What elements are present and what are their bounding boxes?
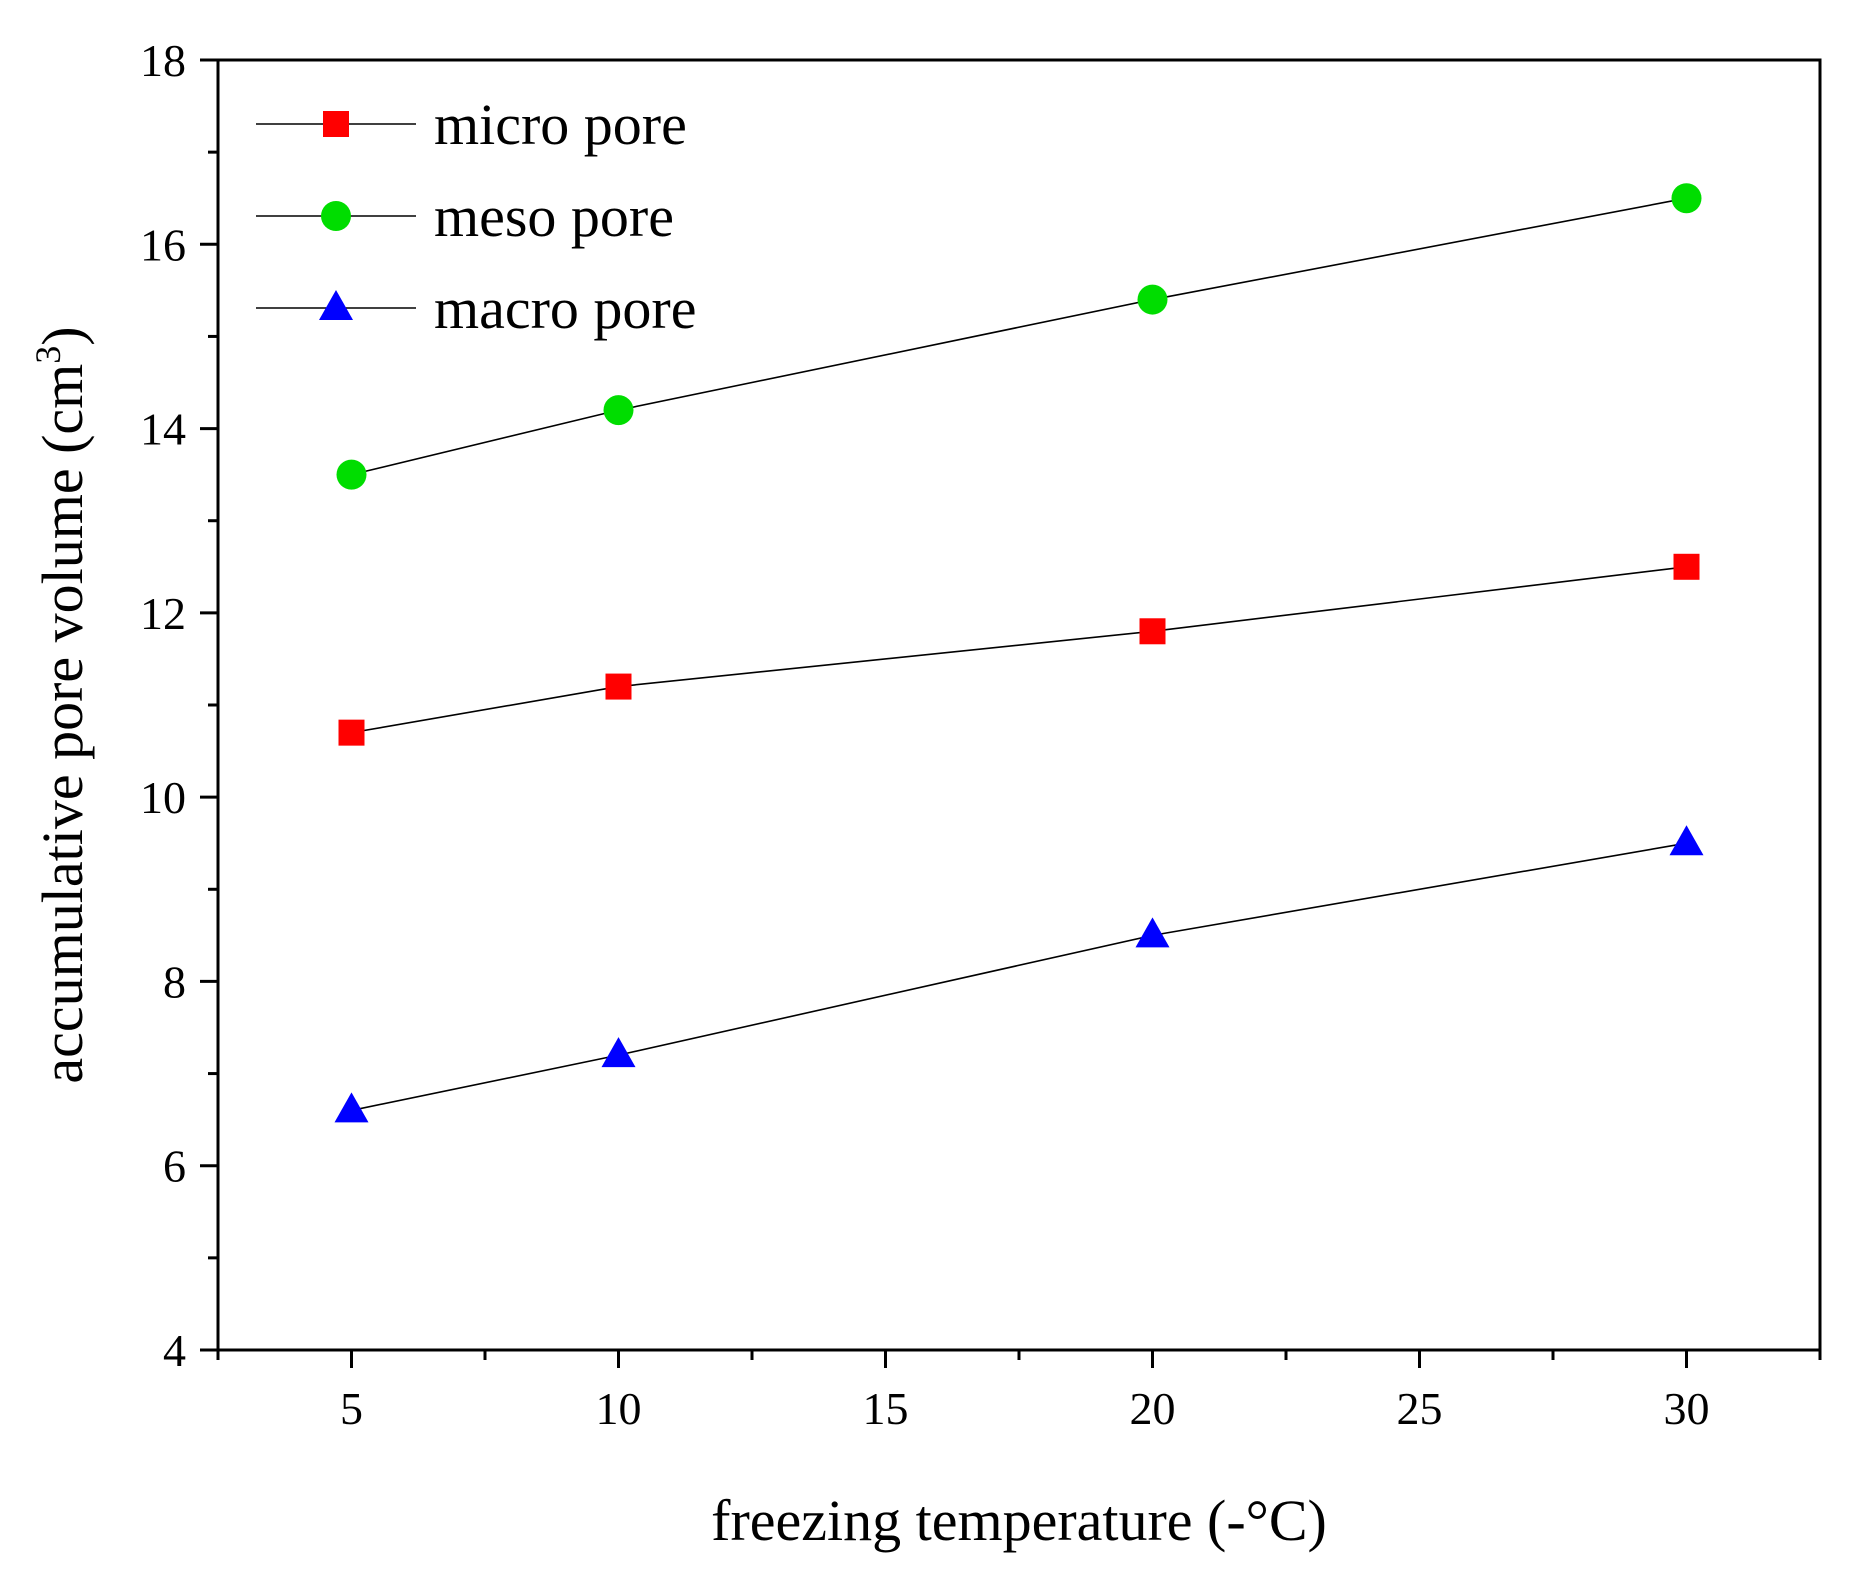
x-axis-title: freezing temperature (-°C) xyxy=(711,1488,1327,1553)
series-line-macro-pore xyxy=(351,842,1687,1112)
y-axis-title-close: ) xyxy=(30,326,95,345)
y-axis-title: accumulative pore volume (cm3) xyxy=(28,326,95,1083)
x-tick-label: 30 xyxy=(1664,1383,1710,1434)
point-micro-pore xyxy=(1673,553,1700,580)
series-line-meso-pore xyxy=(351,197,1687,476)
point-meso-pore xyxy=(1137,284,1168,315)
y-tick-label: 14 xyxy=(140,404,186,455)
legend-marker-meso-pore xyxy=(321,201,351,231)
y-tick-label: 12 xyxy=(140,588,186,639)
x-tick-label: 20 xyxy=(1130,1383,1176,1434)
y-tick-label: 16 xyxy=(140,219,186,270)
y-tick-label: 18 xyxy=(140,35,186,86)
legend-label-micro-pore: micro pore xyxy=(434,92,687,157)
legend-label-meso-pore: meso pore xyxy=(434,184,674,249)
x-tick-label: 25 xyxy=(1397,1383,1443,1434)
point-macro-pore xyxy=(334,1092,369,1123)
series-lines xyxy=(351,197,1687,1112)
x-tick-label: 5 xyxy=(340,1383,363,1434)
point-micro-pore xyxy=(1139,618,1166,645)
x-tick-label: 15 xyxy=(863,1383,909,1434)
point-meso-pore xyxy=(603,395,634,426)
legend: micro pore meso pore macro pore xyxy=(256,92,696,341)
point-micro-pore xyxy=(338,719,365,746)
point-meso-pore xyxy=(336,459,367,490)
x-tick-label: 10 xyxy=(596,1383,642,1434)
plot-frame xyxy=(216,58,1822,1352)
point-macro-pore xyxy=(601,1037,636,1068)
point-macro-pore xyxy=(1135,917,1170,948)
y-axis-title-sup: 3 xyxy=(28,346,68,364)
y-tick-label: 8 xyxy=(163,956,186,1007)
point-macro-pore xyxy=(1669,825,1704,856)
series-markers xyxy=(334,183,1704,1123)
y-axis-title-main: accumulative pore volume (cm xyxy=(30,364,95,1084)
y-tick-label: 6 xyxy=(163,1141,186,1192)
y-tick-label: 4 xyxy=(163,1325,186,1376)
y-tick-label: 10 xyxy=(140,772,186,823)
legend-marker-macro-pore xyxy=(319,290,353,320)
ticks-layer: 5 10 15 20 25 30 4 6 8 10 12 14 16 18 xyxy=(140,35,1822,1434)
legend-label-macro-pore: macro pore xyxy=(434,276,696,341)
point-micro-pore xyxy=(605,673,632,700)
series-line-micro-pore xyxy=(351,565,1687,734)
legend-marker-micro-pore xyxy=(323,111,349,137)
point-meso-pore xyxy=(1671,183,1702,214)
